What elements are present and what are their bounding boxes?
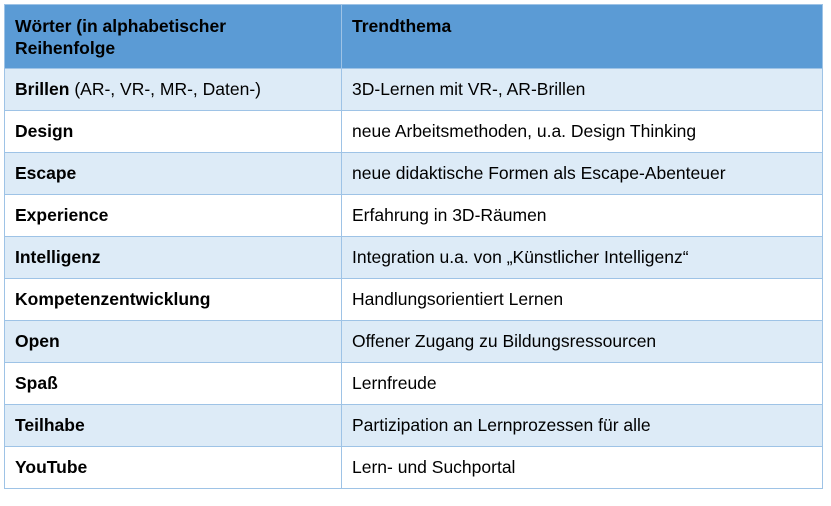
trend-words-table: Wörter (in alphabetischer Reihenfolge Tr… <box>4 4 823 489</box>
topic-cell: Lernfreude <box>341 362 823 405</box>
topic-cell: Erfahrung in 3D-Räumen <box>341 194 823 237</box>
table-row: YouTube Lern- und Suchportal <box>4 446 823 489</box>
word-term: Spaß <box>15 373 58 393</box>
table-row: Open Offener Zugang zu Bildungsressource… <box>4 320 823 363</box>
header-words: Wörter (in alphabetischer Reihenfolge <box>4 4 342 69</box>
word-note: (AR-, VR-, MR-, Daten-) <box>69 79 262 99</box>
word-cell: YouTube <box>4 446 342 489</box>
word-term: Kompetenzentwicklung <box>15 289 211 309</box>
topic-cell: neue didaktische Formen als Escape-Abent… <box>341 152 823 195</box>
table-row: Design neue Arbeitsmethoden, u.a. Design… <box>4 110 823 153</box>
table-row: Teilhabe Partizipation an Lernprozessen … <box>4 404 823 447</box>
header-row: Wörter (in alphabetischer Reihenfolge Tr… <box>4 4 823 69</box>
topic-cell: neue Arbeitsmethoden, u.a. Design Thinki… <box>341 110 823 153</box>
word-cell: Spaß <box>4 362 342 405</box>
topic-cell: 3D-Lernen mit VR-, AR-Brillen <box>341 68 823 111</box>
word-term: YouTube <box>15 457 88 477</box>
topic-cell: Handlungsorientiert Lernen <box>341 278 823 321</box>
word-term: Teilhabe <box>15 415 85 435</box>
word-cell: Kompetenzentwicklung <box>4 278 342 321</box>
word-cell: Open <box>4 320 342 363</box>
table-row: Spaß Lernfreude <box>4 362 823 405</box>
word-term: Escape <box>15 163 77 183</box>
table-header: Wörter (in alphabetischer Reihenfolge Tr… <box>4 4 823 69</box>
word-term: Design <box>15 121 74 141</box>
word-term: Experience <box>15 205 109 225</box>
word-term: Intelligenz <box>15 247 101 267</box>
word-cell: Brillen (AR-, VR-, MR-, Daten-) <box>4 68 342 111</box>
word-cell: Design <box>4 110 342 153</box>
word-term: Open <box>15 331 60 351</box>
header-trend-topic: Trendthema <box>341 4 823 69</box>
table-body: Brillen (AR-, VR-, MR-, Daten-) 3D-Lerne… <box>4 68 823 489</box>
word-cell: Teilhabe <box>4 404 342 447</box>
table-row: Kompetenzentwicklung Handlungsorientiert… <box>4 278 823 321</box>
topic-cell: Offener Zugang zu Bildungsressourcen <box>341 320 823 363</box>
word-cell: Escape <box>4 152 342 195</box>
topic-cell: Lern- und Suchportal <box>341 446 823 489</box>
topic-cell: Partizipation an Lernprozessen für alle <box>341 404 823 447</box>
table-row: Brillen (AR-, VR-, MR-, Daten-) 3D-Lerne… <box>4 68 823 111</box>
table-row: Escape neue didaktische Formen als Escap… <box>4 152 823 195</box>
word-cell: Intelligenz <box>4 236 342 279</box>
table-row: Experience Erfahrung in 3D-Räumen <box>4 194 823 237</box>
topic-cell: Integration u.a. von „Künstlicher Intell… <box>341 236 823 279</box>
table-row: Intelligenz Integration u.a. von „Künstl… <box>4 236 823 279</box>
word-term: Brillen <box>15 79 70 99</box>
word-cell: Experience <box>4 194 342 237</box>
